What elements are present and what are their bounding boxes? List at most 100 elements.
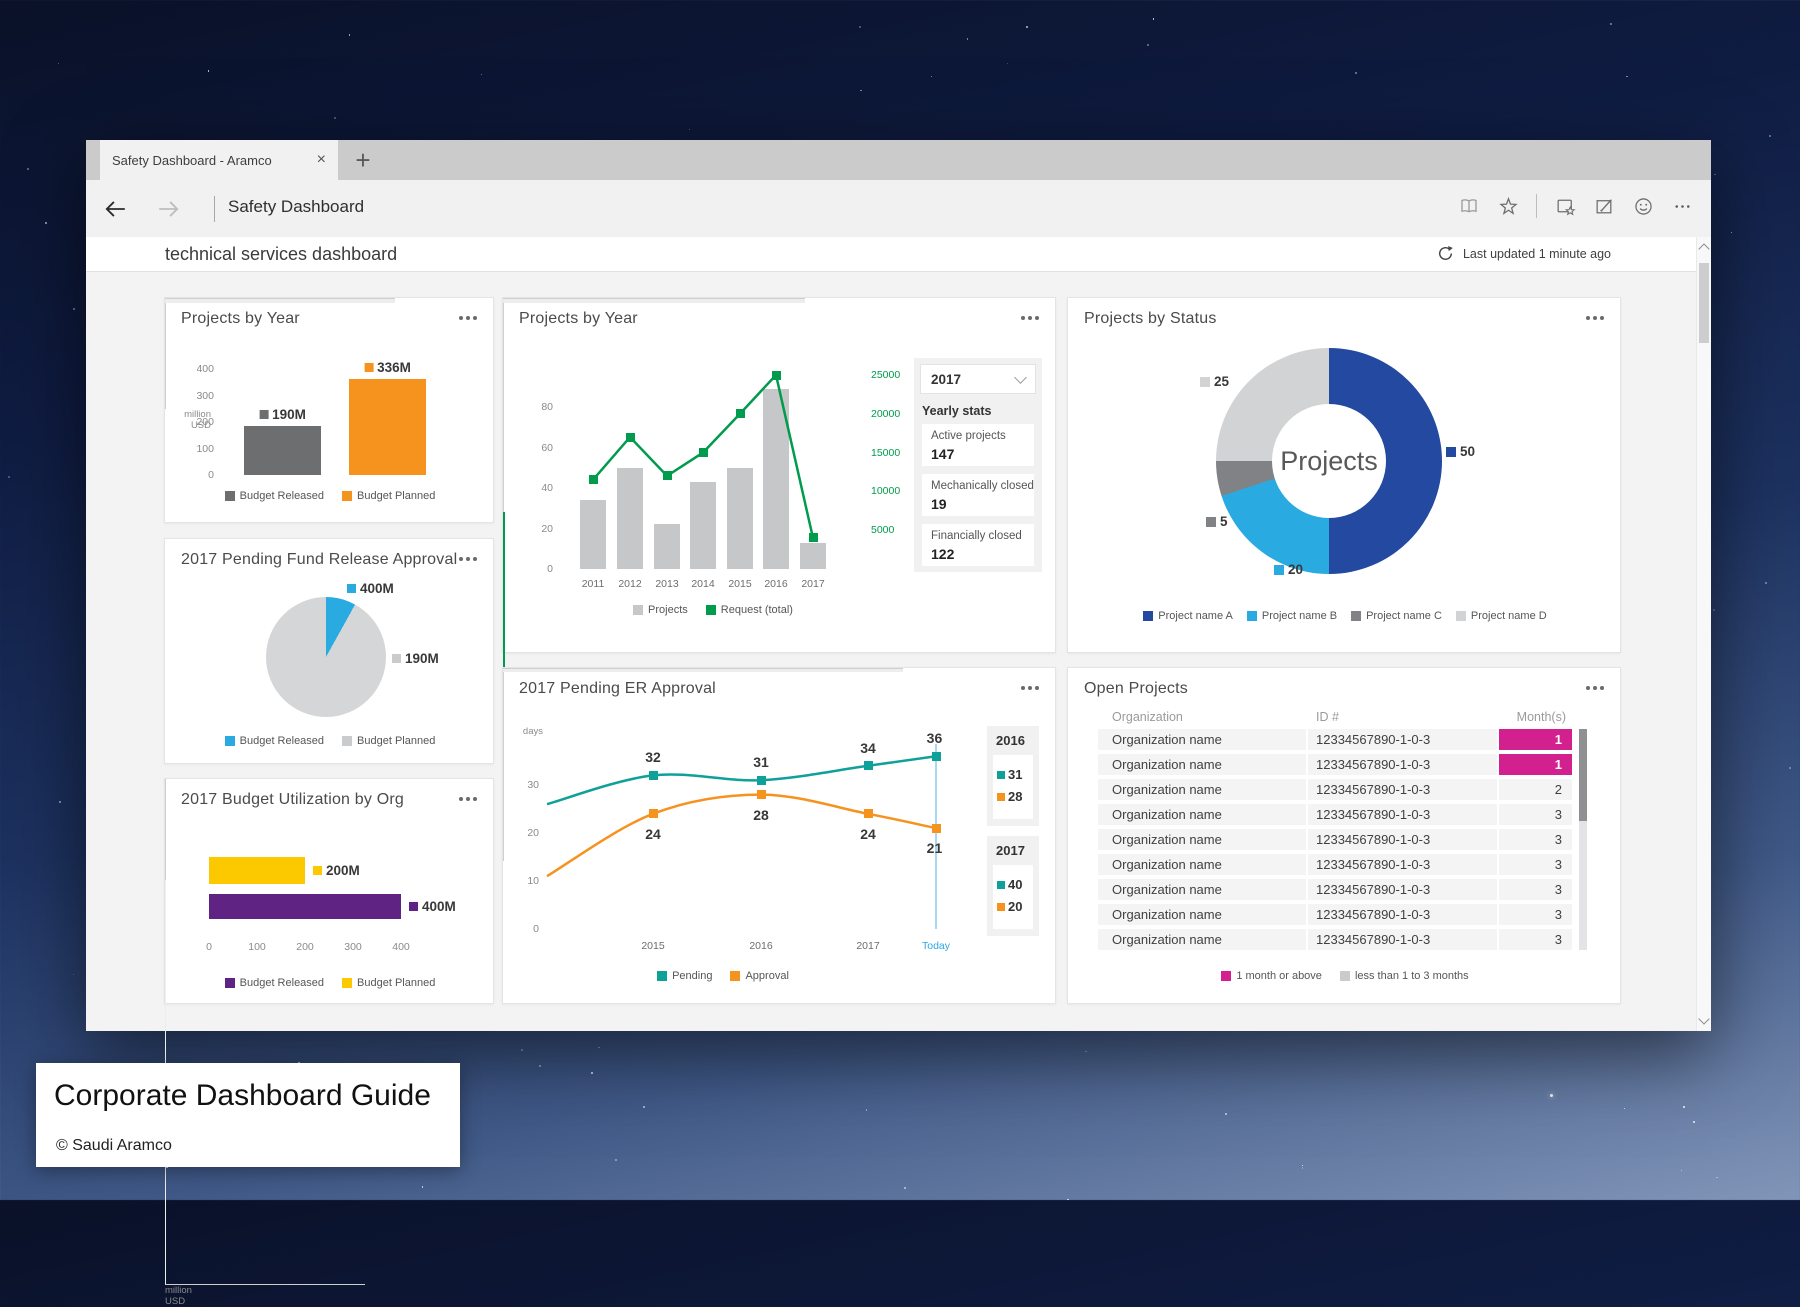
chart-legend: Project name A Project name B Project name… [1068, 610, 1622, 622]
star [1085, 1050, 1087, 1053]
bar [244, 425, 321, 475]
legend-label: Approval [745, 970, 789, 982]
more-button[interactable] [1671, 195, 1693, 217]
line-marker [698, 448, 708, 458]
book-icon [1461, 199, 1477, 213]
stat-label: Financially closed [931, 530, 1022, 542]
card-menu-button[interactable] [459, 797, 477, 801]
star [1549, 1094, 1553, 1098]
page-title: technical services dashboard [165, 244, 398, 264]
cell-months: 1 [1499, 729, 1572, 750]
legend-swatch [1274, 564, 1284, 575]
year-dropdown[interactable]: 2017 [920, 364, 1036, 394]
new-tab-button[interactable]: + [355, 144, 371, 175]
card-menu-button[interactable] [1586, 316, 1604, 320]
star [1146, 44, 1149, 47]
card-menu-button[interactable] [1021, 316, 1039, 320]
table-scrollbar-track[interactable] [1579, 729, 1587, 950]
star [1225, 1113, 1228, 1116]
yearly-stats-heading: Yearly stats [922, 404, 992, 418]
star [1788, 767, 1791, 770]
card-budget-utilization: 2017 Budget Utilization by Org 0 100 200 30… [164, 778, 494, 1307]
legend-item: Project name C [1351, 610, 1442, 622]
line-marker [648, 770, 658, 780]
gridline [165, 301, 395, 302]
star [538, 1065, 541, 1068]
star [1713, 609, 1716, 612]
legend-swatch [1200, 376, 1210, 387]
window-scrollbar[interactable] [1696, 237, 1711, 1031]
panel-value: 28 [1008, 789, 1023, 804]
card-menu-button[interactable] [1586, 686, 1604, 690]
data-label: 336M [364, 360, 411, 375]
legend-label: less than 1 to 3 months [1354, 970, 1469, 982]
panel-value: 20 [1008, 899, 1023, 914]
axis-tick: 300 [196, 389, 214, 402]
refresh-button[interactable] [1437, 245, 1454, 262]
axis-tick: 60 [541, 441, 553, 454]
web-note-button[interactable] [1593, 195, 1615, 217]
card-menu-button[interactable] [459, 557, 477, 561]
bar [800, 542, 826, 569]
year-summary-panel: 2017 40 20 [987, 836, 1039, 936]
line-chart: 0 10 20 30 days 32 31 34 36 24 28 24 21 2015 2016 2017 T… [503, 668, 1055, 1003]
star [1730, 231, 1732, 234]
scroll-up-arrow[interactable] [1698, 243, 1710, 255]
table-scrollbar-thumb[interactable] [1579, 729, 1587, 821]
back-arrow-icon [105, 201, 125, 217]
stat-value: 19 [931, 496, 947, 512]
cell-id: 12334567890-1-0-3 [1308, 804, 1497, 825]
axis-tick: 2017 [801, 578, 825, 590]
legend-label: Budget Released [239, 735, 325, 747]
last-updated-text: Last updated 1 minute ago [1462, 246, 1611, 261]
legend-swatch [997, 902, 1005, 911]
line-marker [808, 533, 818, 543]
axis-tick: 10 [527, 875, 539, 887]
legend-swatch [1246, 611, 1257, 621]
favorites-button[interactable] [1497, 195, 1519, 217]
hub-button[interactable] [1554, 195, 1576, 217]
data-label-text: 25 [1214, 374, 1230, 389]
star [860, 89, 862, 92]
panel-value-row: 20 [997, 899, 1022, 914]
legend-item: Budget Released [224, 490, 324, 502]
legend-item: less than 1 to 3 months [1339, 970, 1469, 982]
forward-button[interactable] [154, 194, 184, 224]
guide-title: Corporate Dashboard Guide [54, 1079, 431, 1112]
scroll-down-arrow[interactable] [1698, 1013, 1710, 1025]
card-menu-button[interactable] [459, 316, 477, 320]
data-label-text: 190M [405, 651, 439, 666]
legend-swatch [1143, 611, 1154, 621]
back-button[interactable] [100, 194, 130, 224]
chart-svg [546, 754, 937, 878]
star [1764, 582, 1767, 585]
data-label-text: 5 [1220, 514, 1228, 529]
axis-tick: 200 [296, 941, 314, 953]
scrollbar-thumb[interactable] [1699, 263, 1709, 343]
reading-view-button[interactable] [1458, 195, 1480, 217]
axis-tick: 2015 [728, 578, 752, 590]
cell-organization: Organization name [1098, 754, 1306, 775]
tab-safety-dashboard[interactable]: Safety Dashboard - Aramco × [100, 140, 338, 180]
legend-swatch [1339, 971, 1350, 981]
legend-item: Budget Planned [342, 977, 435, 989]
legend-item: Budget Planned [342, 490, 435, 502]
cell-organization: Organization name [1098, 904, 1306, 925]
year-dropdown-value: 2017 [931, 371, 962, 387]
stat-card: Financially closed 122 [922, 524, 1034, 566]
address-bar-title[interactable]: Safety Dashboard [228, 197, 365, 216]
column-header-months: Month(s) [1516, 710, 1566, 724]
data-label-text: 50 [1460, 444, 1476, 459]
data-label-text: 190M [272, 406, 306, 422]
stat-value: 122 [931, 546, 955, 562]
axis-tick: 5000 [871, 524, 895, 537]
card-menu-button[interactable] [1021, 686, 1039, 690]
smiley-icon [1634, 197, 1652, 215]
gridline [165, 981, 166, 1082]
bar [349, 379, 426, 475]
card-open-projects: Open Projects Organization ID # Month(s) Or… [1067, 667, 1621, 1004]
cell-months: 1 [1499, 754, 1572, 775]
star [1302, 1165, 1304, 1167]
feedback-button[interactable] [1632, 195, 1654, 217]
tab-close-button[interactable]: × [316, 151, 326, 168]
